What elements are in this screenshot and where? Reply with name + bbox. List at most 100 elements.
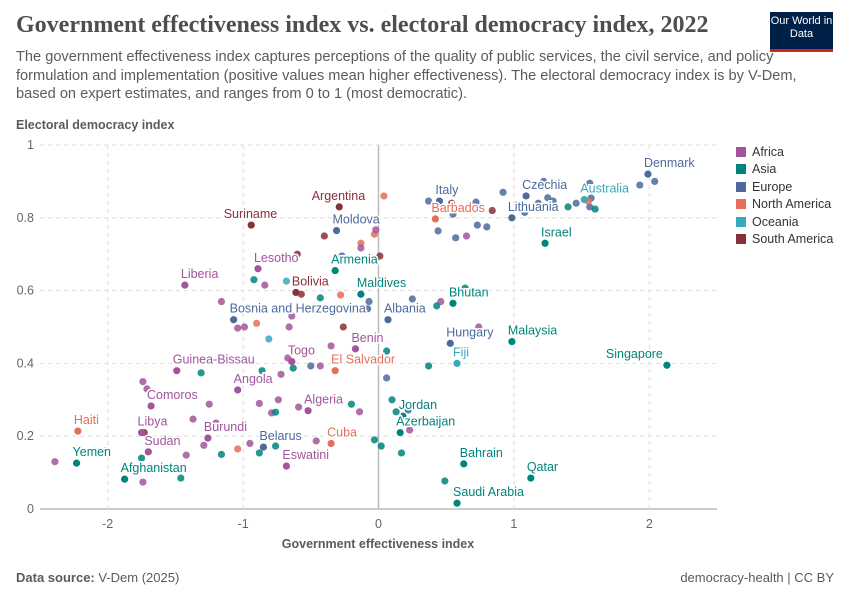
data-point[interactable] <box>406 426 414 434</box>
data-point[interactable] <box>292 288 300 297</box>
data-point[interactable] <box>137 454 146 462</box>
data-point[interactable] <box>446 339 454 347</box>
data-point[interactable] <box>282 277 291 285</box>
data-point[interactable] <box>173 367 181 375</box>
data-point[interactable] <box>357 244 365 252</box>
data-point[interactable] <box>399 412 407 420</box>
data-point[interactable] <box>383 374 391 382</box>
data-point[interactable] <box>200 441 208 449</box>
data-point[interactable] <box>254 265 262 273</box>
data-point[interactable] <box>636 181 644 189</box>
data-point[interactable] <box>586 179 594 187</box>
data-point[interactable] <box>72 459 81 467</box>
data-point[interactable] <box>449 210 457 218</box>
source-value[interactable]: V-Dem (2025) <box>98 570 180 585</box>
data-point[interactable] <box>217 297 226 306</box>
data-point[interactable] <box>304 407 312 415</box>
data-point[interactable] <box>217 450 226 458</box>
data-point[interactable] <box>488 206 496 215</box>
data-point[interactable] <box>339 323 347 331</box>
data-point[interactable] <box>297 290 305 298</box>
data-point[interactable] <box>521 208 529 216</box>
data-point[interactable] <box>460 460 468 468</box>
data-point[interactable] <box>370 436 379 444</box>
data-point[interactable] <box>234 324 242 332</box>
data-point[interactable] <box>322 396 330 404</box>
data-point[interactable] <box>384 316 392 324</box>
data-point[interactable] <box>473 221 481 229</box>
data-point[interactable] <box>508 214 516 222</box>
data-point[interactable] <box>121 475 129 483</box>
data-point[interactable] <box>320 232 328 240</box>
data-point[interactable] <box>331 266 339 275</box>
data-point[interactable] <box>396 428 404 437</box>
data-point[interactable] <box>441 477 449 485</box>
data-point[interactable] <box>549 197 557 205</box>
data-point[interactable] <box>271 442 280 450</box>
data-point[interactable] <box>351 345 360 353</box>
data-point[interactable] <box>205 400 213 408</box>
legend-item[interactable]: Africa <box>736 143 833 161</box>
data-point[interactable] <box>234 386 242 394</box>
data-point[interactable] <box>499 188 507 196</box>
legend-item[interactable]: Asia <box>736 161 833 179</box>
data-point[interactable] <box>378 276 387 284</box>
data-point[interactable] <box>285 323 293 331</box>
data-point[interactable] <box>212 419 220 427</box>
data-point[interactable] <box>144 448 152 456</box>
data-point[interactable] <box>651 177 659 185</box>
data-point[interactable] <box>197 369 205 377</box>
data-point[interactable] <box>204 434 212 442</box>
data-point[interactable] <box>74 427 82 435</box>
data-point[interactable] <box>246 439 254 448</box>
owid-logo[interactable]: Our World in Data <box>770 12 833 52</box>
data-point[interactable] <box>277 370 285 378</box>
data-point[interactable] <box>139 478 147 486</box>
data-point[interactable] <box>472 198 480 206</box>
data-point[interactable] <box>508 337 516 346</box>
data-point[interactable] <box>564 203 572 211</box>
data-point[interactable] <box>462 232 471 240</box>
data-point[interactable] <box>431 215 439 223</box>
data-point[interactable] <box>392 408 400 416</box>
data-point[interactable] <box>424 362 433 370</box>
data-point[interactable] <box>357 290 365 298</box>
data-point[interactable] <box>307 362 315 370</box>
data-point[interactable] <box>312 437 320 445</box>
data-point[interactable] <box>181 281 189 289</box>
data-point[interactable] <box>282 462 291 470</box>
data-point[interactable] <box>376 252 384 260</box>
data-point[interactable] <box>522 192 530 200</box>
data-point[interactable] <box>288 312 296 320</box>
data-point[interactable] <box>483 223 491 231</box>
data-point[interactable] <box>572 199 580 207</box>
data-point[interactable] <box>327 439 335 448</box>
data-point[interactable] <box>365 297 373 306</box>
data-point[interactable] <box>295 403 303 411</box>
data-point[interactable] <box>234 445 242 453</box>
data-point[interactable] <box>336 291 345 299</box>
data-point[interactable] <box>182 451 190 459</box>
data-point[interactable] <box>541 239 549 247</box>
data-point[interactable] <box>293 250 301 258</box>
data-point[interactable] <box>137 428 146 437</box>
legend-item[interactable]: North America <box>736 196 833 214</box>
data-point[interactable] <box>289 364 297 372</box>
data-point[interactable] <box>274 396 282 404</box>
data-point[interactable] <box>101 447 109 455</box>
data-point[interactable] <box>377 442 385 450</box>
data-point[interactable] <box>265 335 273 343</box>
data-point[interactable] <box>331 367 339 375</box>
legend-item[interactable]: Oceania <box>736 213 833 231</box>
data-point[interactable] <box>388 396 396 404</box>
data-point[interactable] <box>453 359 461 367</box>
data-point[interactable] <box>383 347 391 355</box>
data-point[interactable] <box>644 170 652 178</box>
data-point[interactable] <box>380 192 388 200</box>
data-point[interactable] <box>527 474 535 482</box>
data-point[interactable] <box>448 199 456 207</box>
data-point[interactable] <box>261 281 269 289</box>
data-point[interactable] <box>663 361 671 369</box>
data-point[interactable] <box>404 406 412 414</box>
data-point[interactable] <box>258 367 266 375</box>
